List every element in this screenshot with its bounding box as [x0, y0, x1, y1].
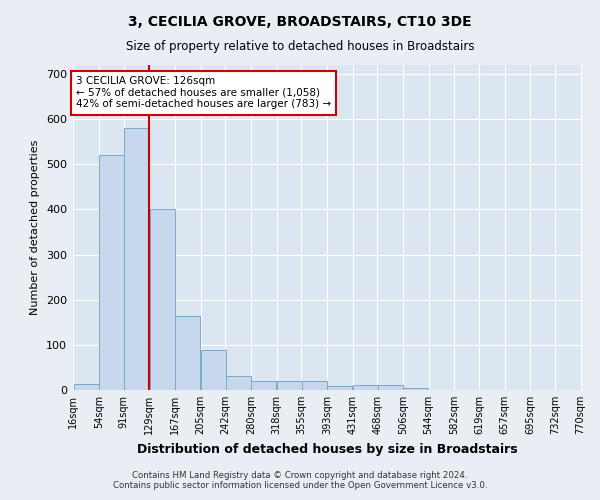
Bar — [175, 316, 200, 390]
Bar — [302, 382, 327, 390]
X-axis label: Distribution of detached houses by size in Broadstairs: Distribution of detached houses by size … — [137, 442, 517, 456]
Text: 3 CECILIA GROVE: 126sqm
← 57% of detached houses are smaller (1,058)
42% of semi: 3 CECILIA GROVE: 126sqm ← 57% of detache… — [76, 76, 331, 110]
Bar — [353, 384, 378, 390]
Bar — [277, 380, 302, 390]
Bar — [124, 128, 149, 390]
Bar — [327, 386, 352, 390]
Bar — [226, 376, 251, 390]
Y-axis label: Number of detached properties: Number of detached properties — [31, 140, 40, 315]
Bar — [201, 350, 226, 390]
Bar — [149, 210, 175, 390]
Bar — [99, 155, 124, 390]
Bar — [403, 388, 428, 390]
Text: Size of property relative to detached houses in Broadstairs: Size of property relative to detached ho… — [126, 40, 474, 53]
Text: Contains HM Land Registry data © Crown copyright and database right 2024.
Contai: Contains HM Land Registry data © Crown c… — [113, 470, 487, 490]
Bar — [251, 381, 276, 390]
Bar — [74, 384, 98, 390]
Text: 3, CECILIA GROVE, BROADSTAIRS, CT10 3DE: 3, CECILIA GROVE, BROADSTAIRS, CT10 3DE — [128, 15, 472, 29]
Bar — [378, 385, 403, 390]
